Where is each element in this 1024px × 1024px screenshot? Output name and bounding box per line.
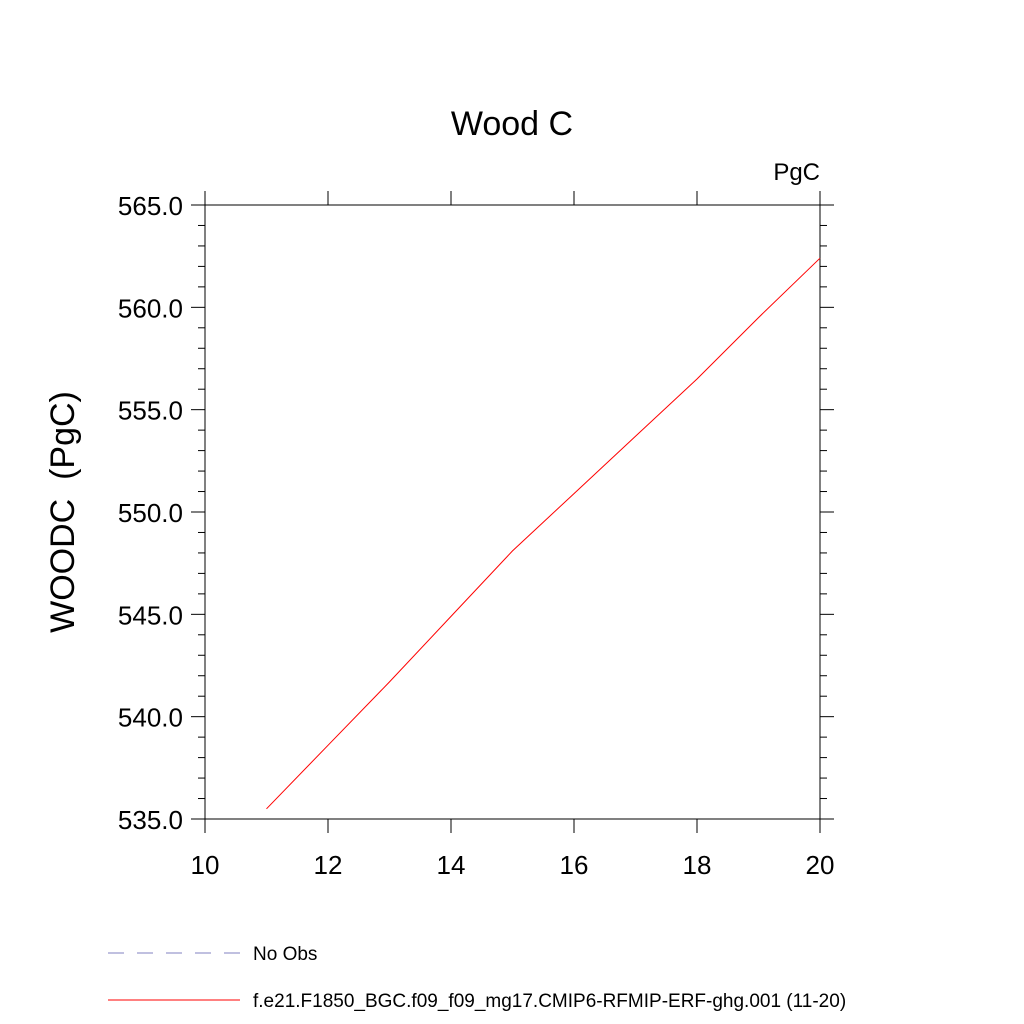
y-axis-label: WOODC (PgC) — [44, 391, 82, 633]
chart-title: Wood C — [451, 105, 573, 143]
legend: No Obs f.e21.F1850_BGC.f09_f09_mg17.CMIP6… — [108, 944, 846, 1012]
y-tick-label: 540.0 — [118, 703, 183, 733]
x-tick-label: 16 — [560, 850, 589, 880]
y-tick-label: 545.0 — [118, 600, 183, 630]
x-tick-label: 14 — [437, 850, 466, 880]
axes: 10 12 14 16 18 20 535.0 540.0 545.0 550.0 555.0 560… — [118, 191, 835, 880]
y-tick-label: 535.0 — [118, 805, 183, 835]
y-tick-label: 560.0 — [118, 293, 183, 323]
y-tick-label: 565.0 — [118, 191, 183, 221]
legend-label-1: No Obs — [253, 944, 317, 965]
x-tick-label: 10 — [191, 850, 220, 880]
series-line-1 — [266, 257, 821, 810]
series-layer — [266, 257, 821, 810]
x-tick-label: 18 — [683, 850, 712, 880]
units-label: PgC — [773, 159, 820, 186]
x-tick-label: 20 — [806, 850, 835, 880]
legend-label-2: f.e21.F1850_BGC.f09_f09_mg17.CMIP6-RFMIP… — [253, 991, 846, 1012]
y-tick-label: 550.0 — [118, 498, 183, 528]
x-tick-label: 12 — [314, 850, 343, 880]
plot-frame — [204, 204, 821, 820]
y-tick-label: 555.0 — [118, 396, 183, 426]
